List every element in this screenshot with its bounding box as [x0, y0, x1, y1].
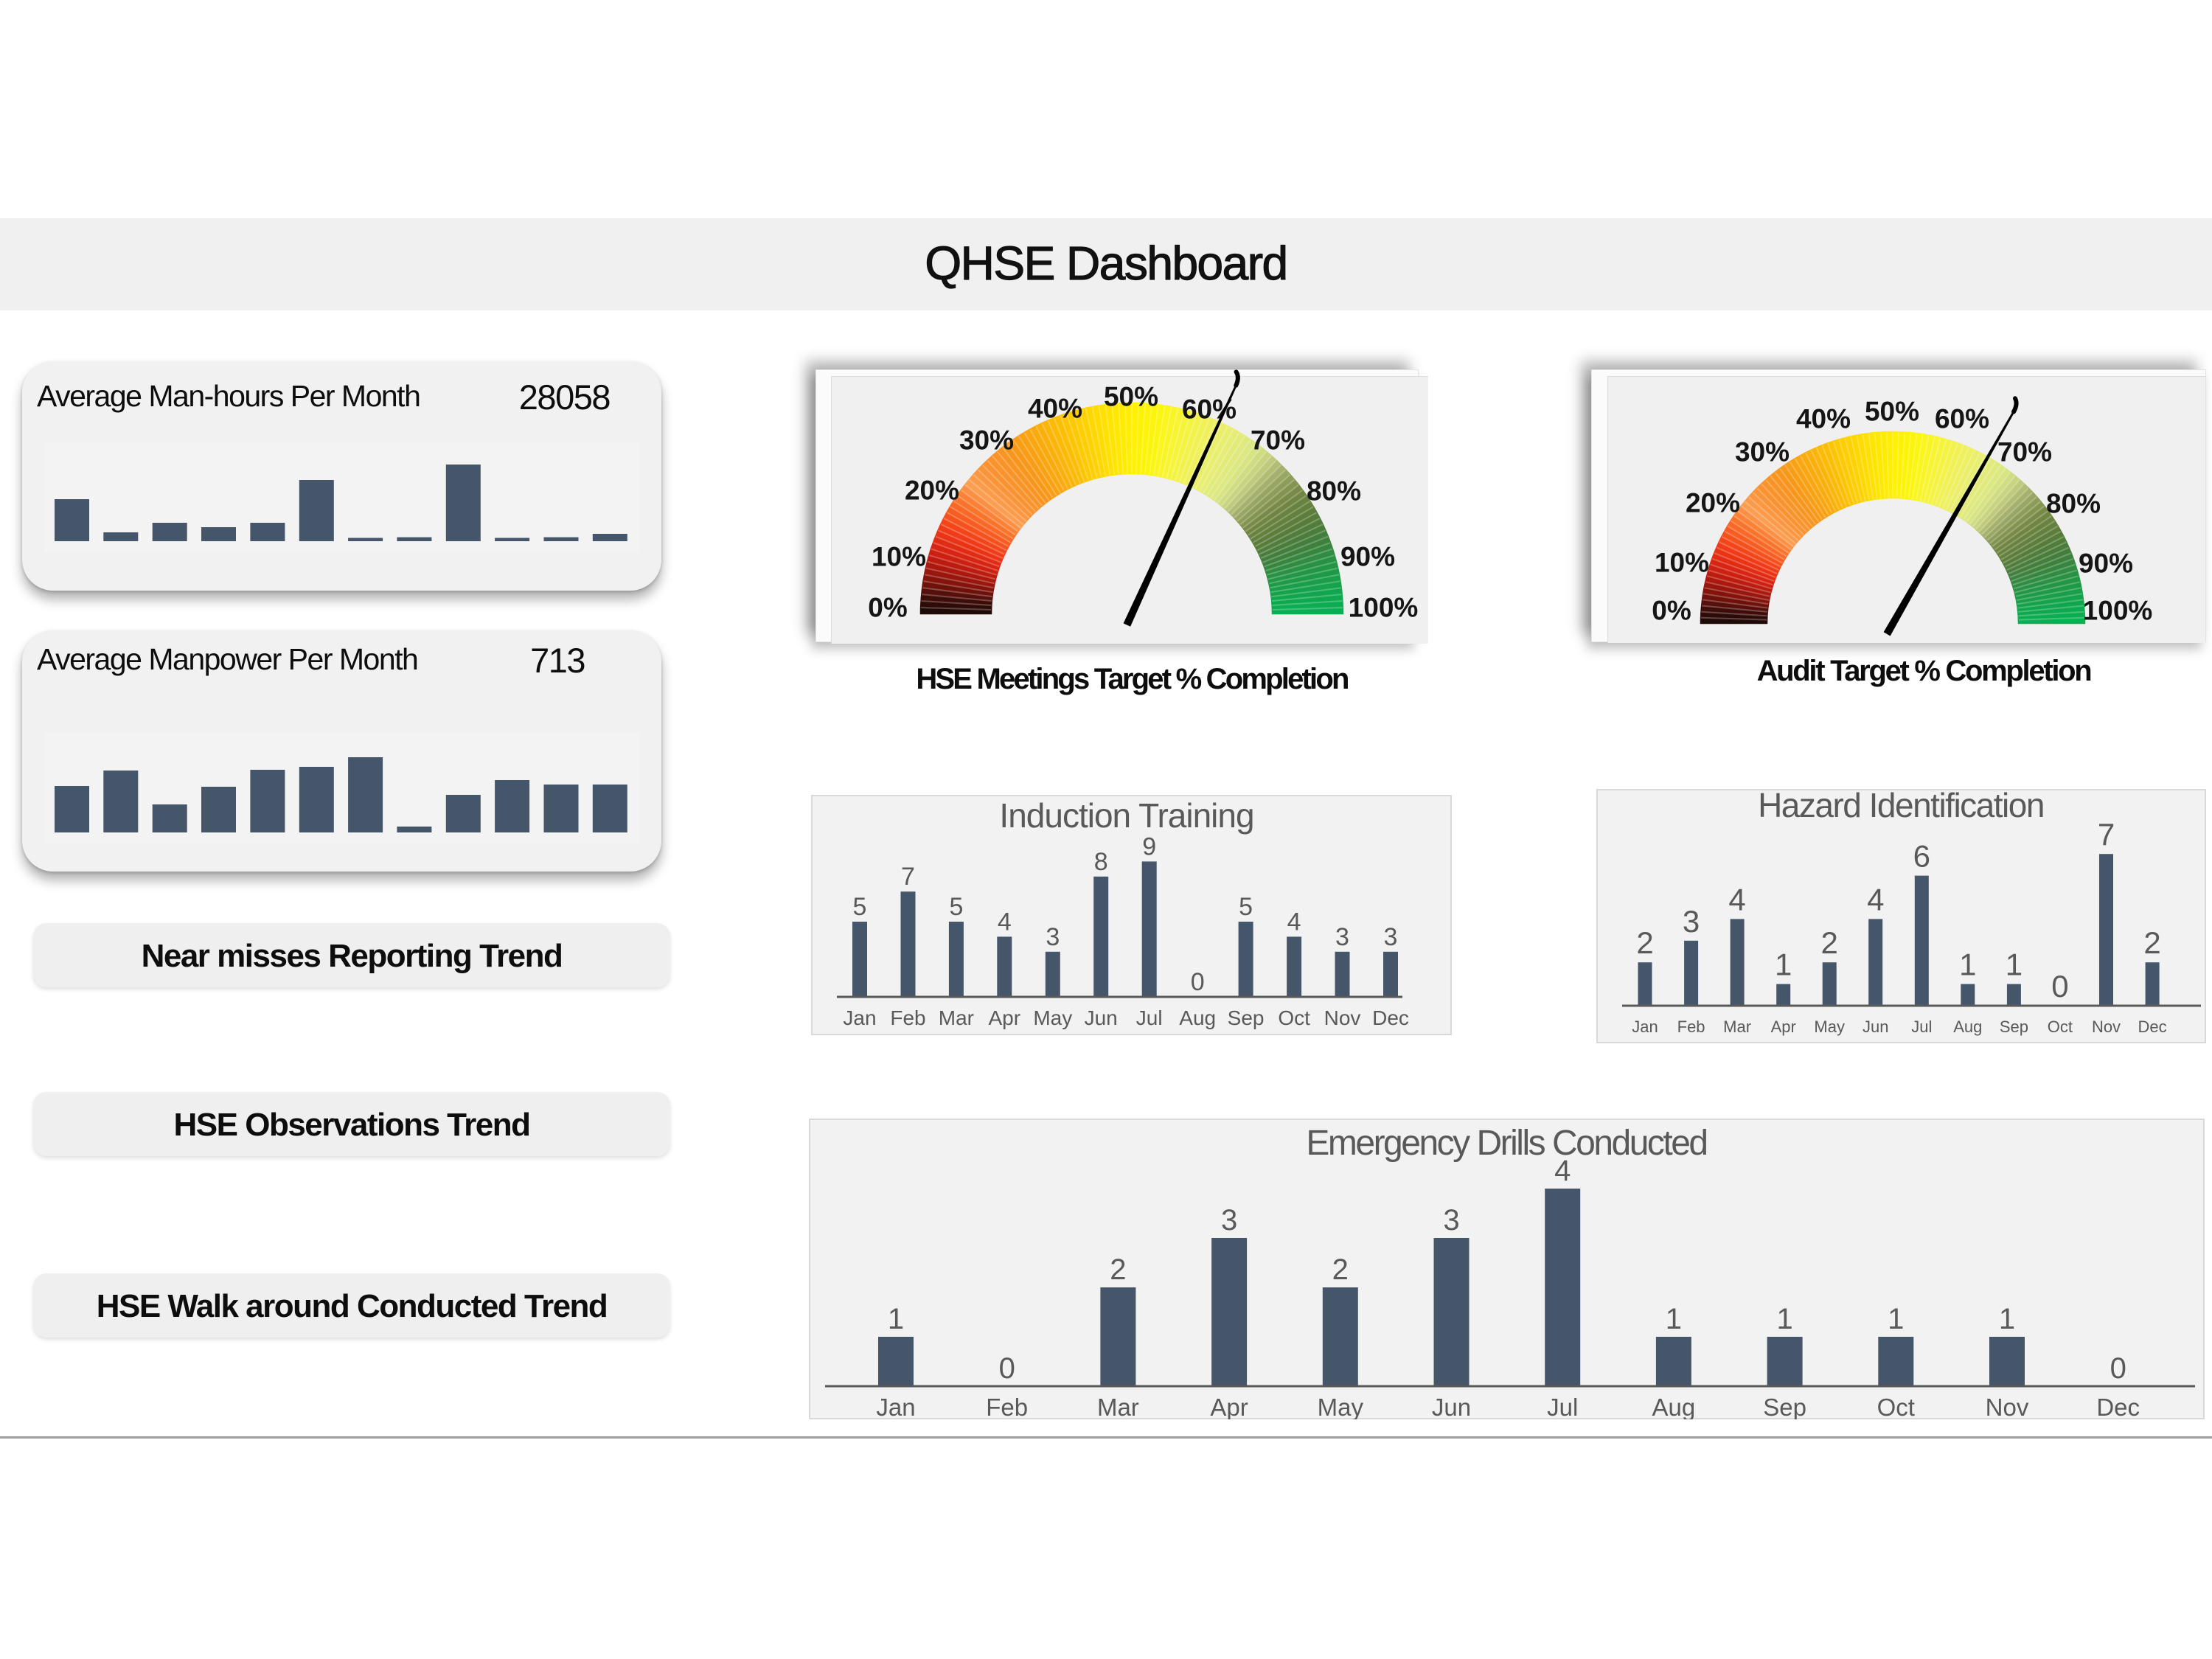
svg-text:1: 1 — [1999, 1303, 2015, 1335]
svg-text:Jan: Jan — [843, 1006, 876, 1029]
svg-text:60%: 60% — [1935, 404, 1989, 434]
svg-text:Aug: Aug — [1953, 1018, 1982, 1036]
svg-text:80%: 80% — [2046, 489, 2101, 519]
svg-text:Oct: Oct — [1877, 1394, 1915, 1419]
svg-text:0%: 0% — [868, 593, 907, 623]
svg-text:5: 5 — [853, 893, 867, 921]
svg-text:40%: 40% — [1028, 394, 1082, 424]
svg-text:Jun: Jun — [1432, 1394, 1471, 1419]
svg-text:Dec: Dec — [2096, 1394, 2140, 1419]
svg-text:1: 1 — [1888, 1303, 1904, 1335]
svg-text:Induction Training: Induction Training — [999, 796, 1253, 835]
svg-text:Jul: Jul — [1136, 1006, 1163, 1029]
svg-text:Feb: Feb — [986, 1394, 1028, 1419]
svg-text:Dec: Dec — [1372, 1006, 1409, 1029]
svg-text:10%: 10% — [1655, 548, 1709, 578]
svg-text:3: 3 — [1384, 923, 1398, 951]
svg-text:7: 7 — [2098, 817, 2115, 852]
svg-text:100%: 100% — [1349, 593, 1419, 623]
svg-text:0%: 0% — [1652, 596, 1691, 626]
svg-text:3: 3 — [1443, 1204, 1459, 1237]
svg-text:Emergency Drills Conducted: Emergency Drills Conducted — [1306, 1124, 1706, 1163]
svg-text:2: 2 — [1332, 1253, 1349, 1286]
svg-text:50%: 50% — [1104, 382, 1158, 412]
svg-text:3: 3 — [1335, 923, 1349, 951]
svg-text:Apr: Apr — [989, 1006, 1021, 1029]
svg-text:50%: 50% — [1865, 397, 1919, 427]
svg-text:70%: 70% — [1997, 437, 2052, 467]
svg-text:20%: 20% — [1686, 488, 1740, 518]
svg-text:Jan: Jan — [1632, 1018, 1658, 1036]
svg-text:30%: 30% — [959, 425, 1014, 456]
svg-text:2: 2 — [1821, 925, 1838, 960]
svg-text:90%: 90% — [2079, 549, 2133, 579]
svg-text:May: May — [1318, 1394, 1364, 1419]
svg-text:Mar: Mar — [1097, 1394, 1139, 1419]
svg-text:30%: 30% — [1735, 437, 1790, 467]
svg-text:4: 4 — [1728, 882, 1745, 917]
svg-text:1: 1 — [1959, 947, 1976, 982]
svg-text:Apr: Apr — [1771, 1018, 1796, 1036]
svg-text:Mar: Mar — [939, 1006, 974, 1029]
svg-text:3: 3 — [1046, 923, 1060, 951]
svg-text:6: 6 — [1913, 839, 1930, 874]
svg-text:Jun: Jun — [1863, 1018, 1888, 1036]
svg-text:0: 0 — [2110, 1352, 2126, 1385]
svg-text:100%: 100% — [2083, 596, 2153, 626]
svg-text:Jul: Jul — [1547, 1394, 1578, 1419]
svg-text:1: 1 — [1775, 947, 1792, 982]
svg-text:Nov: Nov — [2092, 1018, 2121, 1036]
svg-text:Sep: Sep — [2000, 1018, 2028, 1036]
svg-text:1: 1 — [888, 1303, 904, 1335]
svg-text:70%: 70% — [1251, 425, 1305, 456]
svg-text:4: 4 — [998, 908, 1012, 936]
svg-text:Nov: Nov — [1324, 1006, 1361, 1029]
svg-text:Aug: Aug — [1179, 1006, 1216, 1029]
svg-text:5: 5 — [1239, 893, 1253, 921]
svg-text:Oct: Oct — [1278, 1006, 1310, 1029]
svg-text:1: 1 — [2006, 947, 2023, 982]
svg-text:40%: 40% — [1796, 404, 1851, 434]
svg-text:5: 5 — [949, 893, 963, 921]
svg-text:2: 2 — [1110, 1253, 1126, 1286]
svg-text:1: 1 — [1776, 1303, 1792, 1335]
svg-text:7: 7 — [901, 863, 915, 891]
svg-text:3: 3 — [1221, 1204, 1237, 1237]
svg-text:4: 4 — [1867, 882, 1884, 917]
svg-text:0: 0 — [999, 1352, 1015, 1385]
svg-text:4: 4 — [1287, 908, 1301, 936]
svg-text:Oct: Oct — [2048, 1018, 2073, 1036]
svg-text:Feb: Feb — [1677, 1018, 1705, 1036]
svg-text:4: 4 — [1554, 1155, 1571, 1187]
svg-text:Jan: Jan — [876, 1394, 915, 1419]
svg-text:10%: 10% — [872, 542, 926, 572]
svg-text:80%: 80% — [1307, 476, 1361, 507]
svg-text:Jun: Jun — [1085, 1006, 1118, 1029]
svg-text:Apr: Apr — [1210, 1394, 1248, 1419]
svg-text:1: 1 — [1666, 1303, 1682, 1335]
svg-text:0: 0 — [2051, 969, 2068, 1004]
svg-text:Mar: Mar — [1723, 1018, 1751, 1036]
svg-text:2: 2 — [2143, 925, 2160, 960]
svg-text:8: 8 — [1094, 848, 1108, 876]
svg-text:60%: 60% — [1182, 394, 1237, 425]
svg-text:Dec: Dec — [2138, 1018, 2167, 1036]
svg-text:May: May — [1814, 1018, 1845, 1036]
svg-text:Jul: Jul — [1911, 1018, 1932, 1036]
svg-text:Sep: Sep — [1763, 1394, 1806, 1419]
svg-text:Aug: Aug — [1652, 1394, 1696, 1419]
svg-text:Nov: Nov — [1986, 1394, 2029, 1419]
svg-text:Sep: Sep — [1228, 1006, 1265, 1029]
svg-text:0: 0 — [1191, 968, 1205, 996]
svg-text:Hazard Identification: Hazard Identification — [1758, 789, 2044, 824]
svg-text:2: 2 — [1636, 925, 1653, 960]
svg-text:90%: 90% — [1340, 542, 1395, 572]
svg-text:Feb: Feb — [890, 1006, 925, 1029]
svg-text:3: 3 — [1683, 904, 1700, 939]
svg-text:20%: 20% — [905, 476, 959, 506]
svg-text:May: May — [1033, 1006, 1072, 1029]
svg-text:9: 9 — [1142, 832, 1156, 860]
